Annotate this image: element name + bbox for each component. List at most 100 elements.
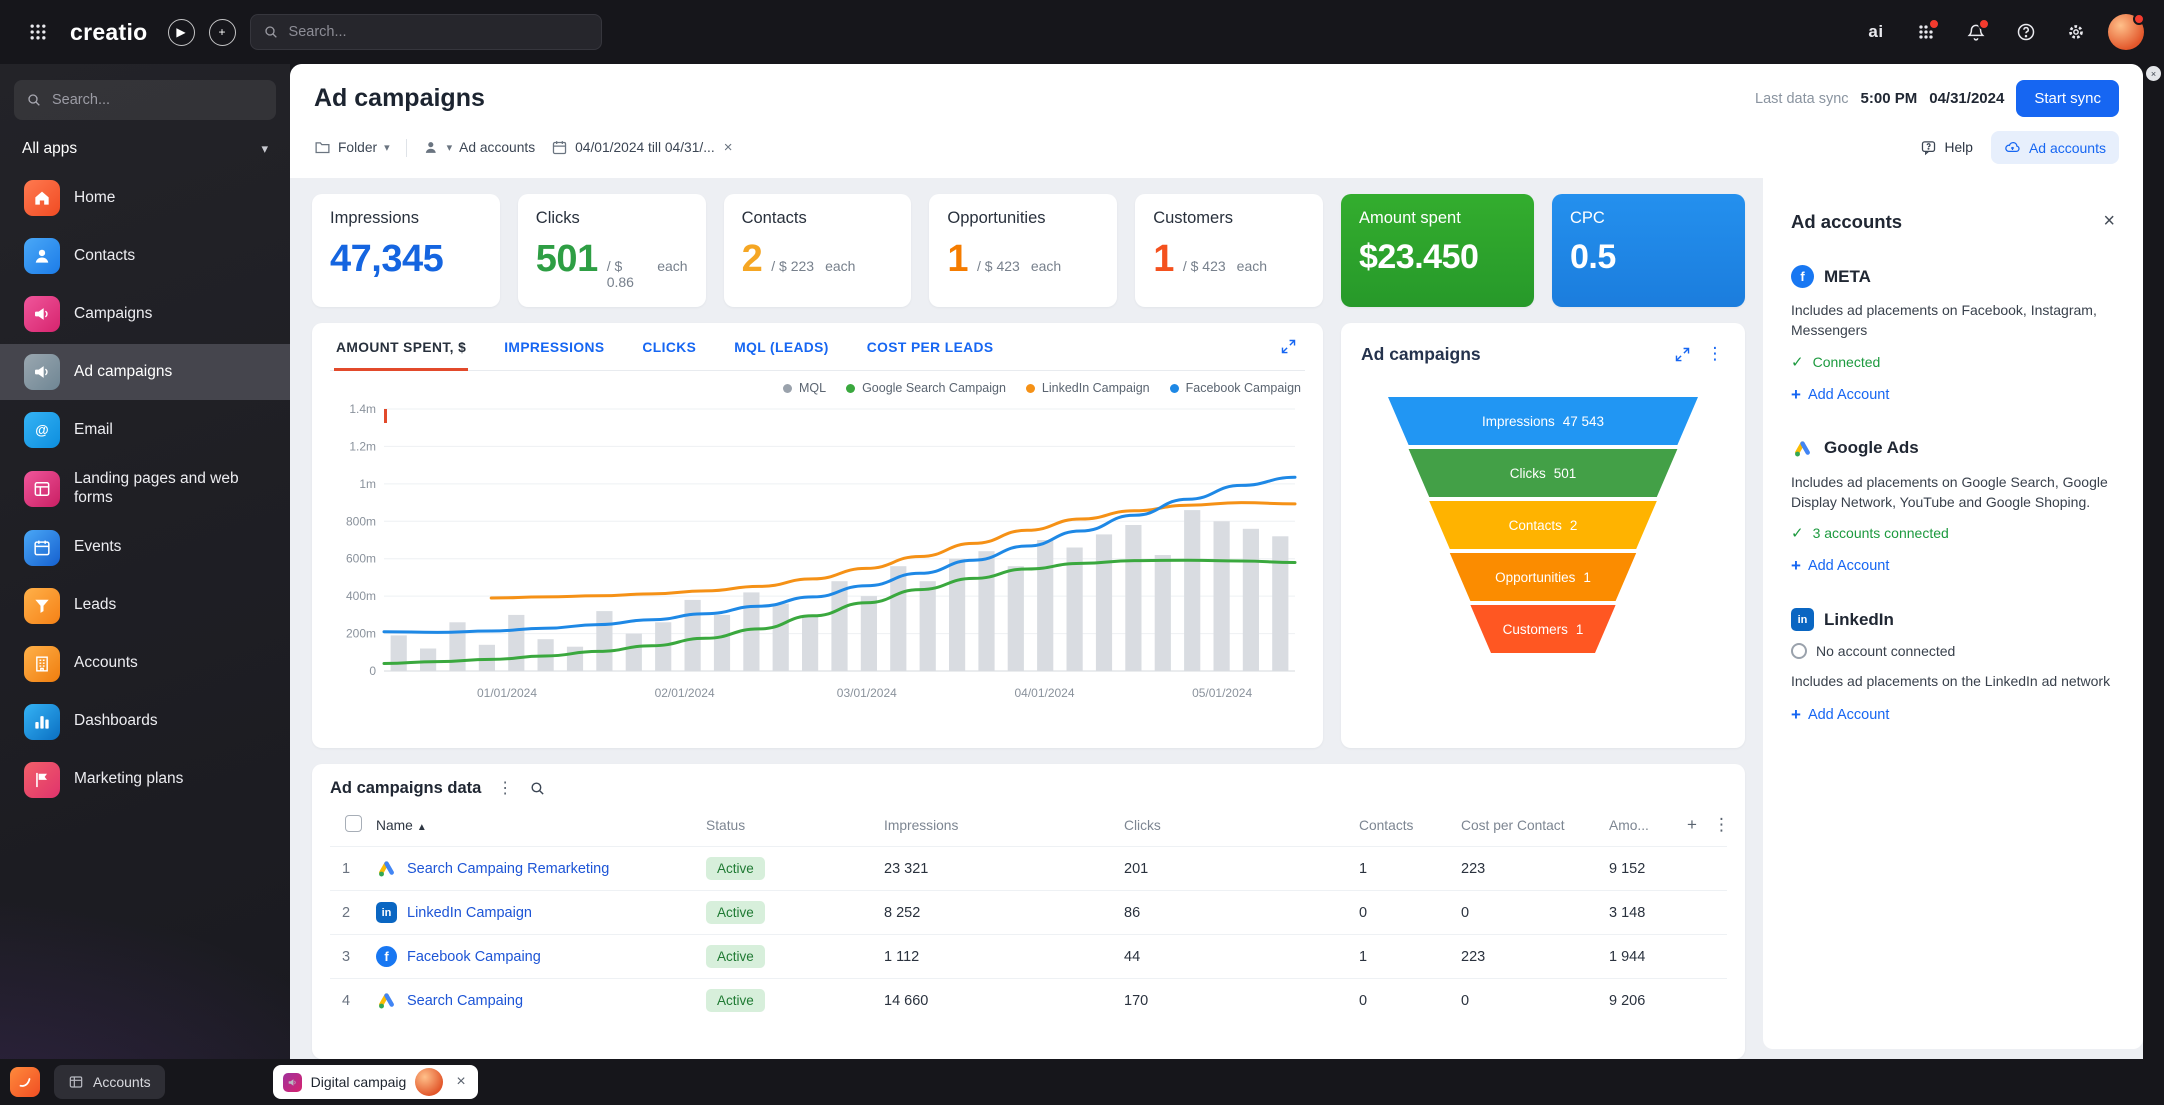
sidebar-item-home[interactable]: Home: [14, 170, 276, 226]
kpi-value: $23.450: [1358, 238, 1479, 276]
leads-icon: [24, 587, 60, 624]
date-range-filter[interactable]: 04/01/2024 till 04/31/... ×: [551, 139, 732, 156]
cell-clicks: 86: [1124, 904, 1141, 921]
owner-filter[interactable]: ▾ Ad accounts: [423, 139, 535, 156]
svg-text:04/01/2024: 04/01/2024: [1014, 686, 1074, 700]
table-search-icon[interactable]: [529, 780, 546, 797]
sidebar-item-label: Campaigns: [74, 304, 153, 322]
scrollbar[interactable]: ×: [2146, 66, 2161, 81]
play-button[interactable]: ▶: [167, 18, 195, 46]
svg-text:01/01/2024: 01/01/2024: [477, 686, 537, 700]
sidebar-item-accounts[interactable]: Accounts: [14, 636, 276, 692]
funnel-stage-contacts[interactable]: Contacts 2: [1429, 501, 1657, 549]
funnel-stage-impressions[interactable]: Impressions 47 543: [1388, 397, 1698, 445]
chevron-down-icon: ▾: [446, 142, 453, 154]
kebab-menu-icon[interactable]: ⋮: [1712, 815, 1730, 834]
funnel-stage-label: Contacts: [1508, 517, 1562, 533]
tab-digital-campaig[interactable]: Digital campaig ×: [272, 1065, 478, 1099]
add-account-button[interactable]: + Add Account: [1791, 705, 1890, 725]
sidebar-search[interactable]: [14, 80, 276, 120]
tab-accounts[interactable]: Accounts: [54, 1065, 165, 1099]
user-avatar[interactable]: [2108, 13, 2145, 50]
kpi-unit-cost: / $ 223: [771, 258, 815, 274]
ai-button[interactable]: ai: [1868, 22, 1884, 41]
add-button[interactable]: +: [208, 18, 236, 46]
kebab-menu-icon[interactable]: ⋮: [1706, 344, 1724, 363]
provider-name: LinkedIn: [1824, 609, 1894, 629]
add-account-button[interactable]: + Add Account: [1791, 384, 1890, 404]
app-launcher-icon[interactable]: [20, 14, 56, 50]
add-column-icon[interactable]: +: [1687, 815, 1697, 834]
close-icon[interactable]: ×: [2103, 210, 2115, 232]
close-icon[interactable]: ×: [456, 1073, 466, 1090]
last-sync-label: Last data sync: [1755, 90, 1849, 107]
funnel-stage-customers[interactable]: Customers 1: [1470, 605, 1616, 653]
column-header-status[interactable]: Status: [706, 817, 746, 833]
kpi-row: Impressions 47,345 Clicks 501/ $ 0.86 each Co…: [312, 194, 1745, 307]
landing-pages-and-web-forms-icon: [24, 470, 60, 507]
kpi-value: 47,345: [330, 238, 444, 280]
sidebar-item-label: Accounts: [74, 654, 138, 672]
help-bubble-icon: [1921, 141, 1935, 156]
sidebar-item-contacts[interactable]: Contacts: [14, 228, 276, 284]
funnel-stage-opportunities[interactable]: Opportunities 1: [1449, 553, 1637, 601]
column-header-name[interactable]: Name ▲: [376, 817, 427, 833]
chart-tab-amount-spent[interactable]: AMOUNT SPENT, $: [334, 323, 469, 371]
sidebar-search-input[interactable]: [52, 92, 264, 108]
global-search[interactable]: [249, 14, 602, 50]
folder-filter[interactable]: Folder ▾: [314, 139, 390, 156]
column-header-impressions[interactable]: Impressions: [884, 817, 959, 833]
column-header-amo[interactable]: Amo...: [1609, 817, 1649, 833]
funnel-stage-clicks[interactable]: Clicks 501: [1408, 449, 1678, 497]
chart-tab-clicks[interactable]: CLICKS: [642, 340, 697, 355]
campaign-link[interactable]: Facebook Campaing: [407, 948, 541, 965]
kebab-menu-icon[interactable]: ⋮: [497, 780, 514, 797]
settings-gear-icon[interactable]: [2058, 14, 2094, 50]
help-icon[interactable]: [2008, 14, 2044, 50]
chart-tab-mql-leads[interactable]: MQL (LEADS): [734, 340, 829, 355]
search-icon: [28, 94, 40, 106]
clear-filter-icon[interactable]: ×: [723, 139, 733, 156]
funnel-stage-label: Opportunities: [1495, 569, 1576, 585]
column-header-cost-per-contact[interactable]: Cost per Contact: [1461, 817, 1565, 833]
expand-icon[interactable]: [1669, 341, 1695, 367]
sidebar-item-marketing-plans[interactable]: Marketing plans: [14, 752, 276, 808]
help-button[interactable]: Help: [1920, 139, 1973, 156]
expand-icon[interactable]: [1275, 334, 1301, 360]
kpi-title: Impressions: [330, 209, 419, 227]
chart-tab-impressions[interactable]: IMPRESSIONS: [504, 340, 605, 355]
table-row[interactable]: 3 f Facebook Campaing Active 1 112 44 1 223 1 94…: [330, 934, 1727, 978]
marketplace-grid-icon[interactable]: [1908, 14, 1944, 50]
funnel-stage-value: 501: [1553, 465, 1577, 481]
sidebar-item-campaigns[interactable]: Campaigns: [14, 286, 276, 342]
column-header-contacts[interactable]: Contacts: [1359, 817, 1414, 833]
column-header-clicks[interactable]: Clicks: [1124, 817, 1161, 833]
sidebar-item-email[interactable]: @ Email: [14, 402, 276, 458]
start-sync-button[interactable]: Start sync: [2016, 80, 2119, 117]
table-row[interactable]: 4 Search Campaing Active 14 660 170 0 0 9 206: [330, 978, 1727, 1022]
table-row[interactable]: 1 Search Campaing Remarketing Active 23 321…: [330, 846, 1727, 890]
sidebar-item-leads[interactable]: Leads: [14, 578, 276, 634]
sidebar-item-landing-pages-and-web-forms[interactable]: Landing pages and web forms: [14, 460, 276, 518]
creatio-app-logo-icon[interactable]: [10, 1067, 40, 1097]
add-account-button[interactable]: + Add Account: [1791, 556, 1890, 576]
sidebar-item-ad-campaigns[interactable]: Ad campaigns: [0, 344, 290, 400]
ad-accounts-button[interactable]: Ad accounts: [1990, 131, 2119, 164]
campaign-link[interactable]: Search Campaing Remarketing: [407, 860, 610, 877]
select-all-checkbox[interactable]: [344, 815, 362, 832]
campaign-link[interactable]: Search Campaing: [407, 992, 524, 1009]
kpi-card-impressions: Impressions 47,345: [312, 194, 500, 307]
campaign-link[interactable]: LinkedIn Campaign: [407, 904, 532, 921]
global-search-input[interactable]: [288, 24, 589, 40]
table-row[interactable]: 2 in LinkedIn Campaign Active 8 252 86 0 0 3 148: [330, 890, 1727, 934]
accounts-icon: [24, 645, 60, 682]
kpi-title: CPC: [1569, 209, 1605, 227]
shell: All apps ▾ Home Contacts Campaigns Ad campa…: [0, 64, 2164, 1059]
all-apps-dropdown[interactable]: All apps ▾: [22, 140, 268, 157]
cell-amount: 3 148: [1609, 904, 1646, 921]
chart-tab-cost-per-leads[interactable]: COST PER LEADS: [866, 340, 994, 355]
sidebar-item-events[interactable]: Events: [14, 520, 276, 576]
notifications-bell-icon[interactable]: [1958, 14, 1994, 50]
svg-text:05/01/2024: 05/01/2024: [1192, 686, 1252, 700]
sidebar-item-dashboards[interactable]: Dashboards: [14, 694, 276, 750]
